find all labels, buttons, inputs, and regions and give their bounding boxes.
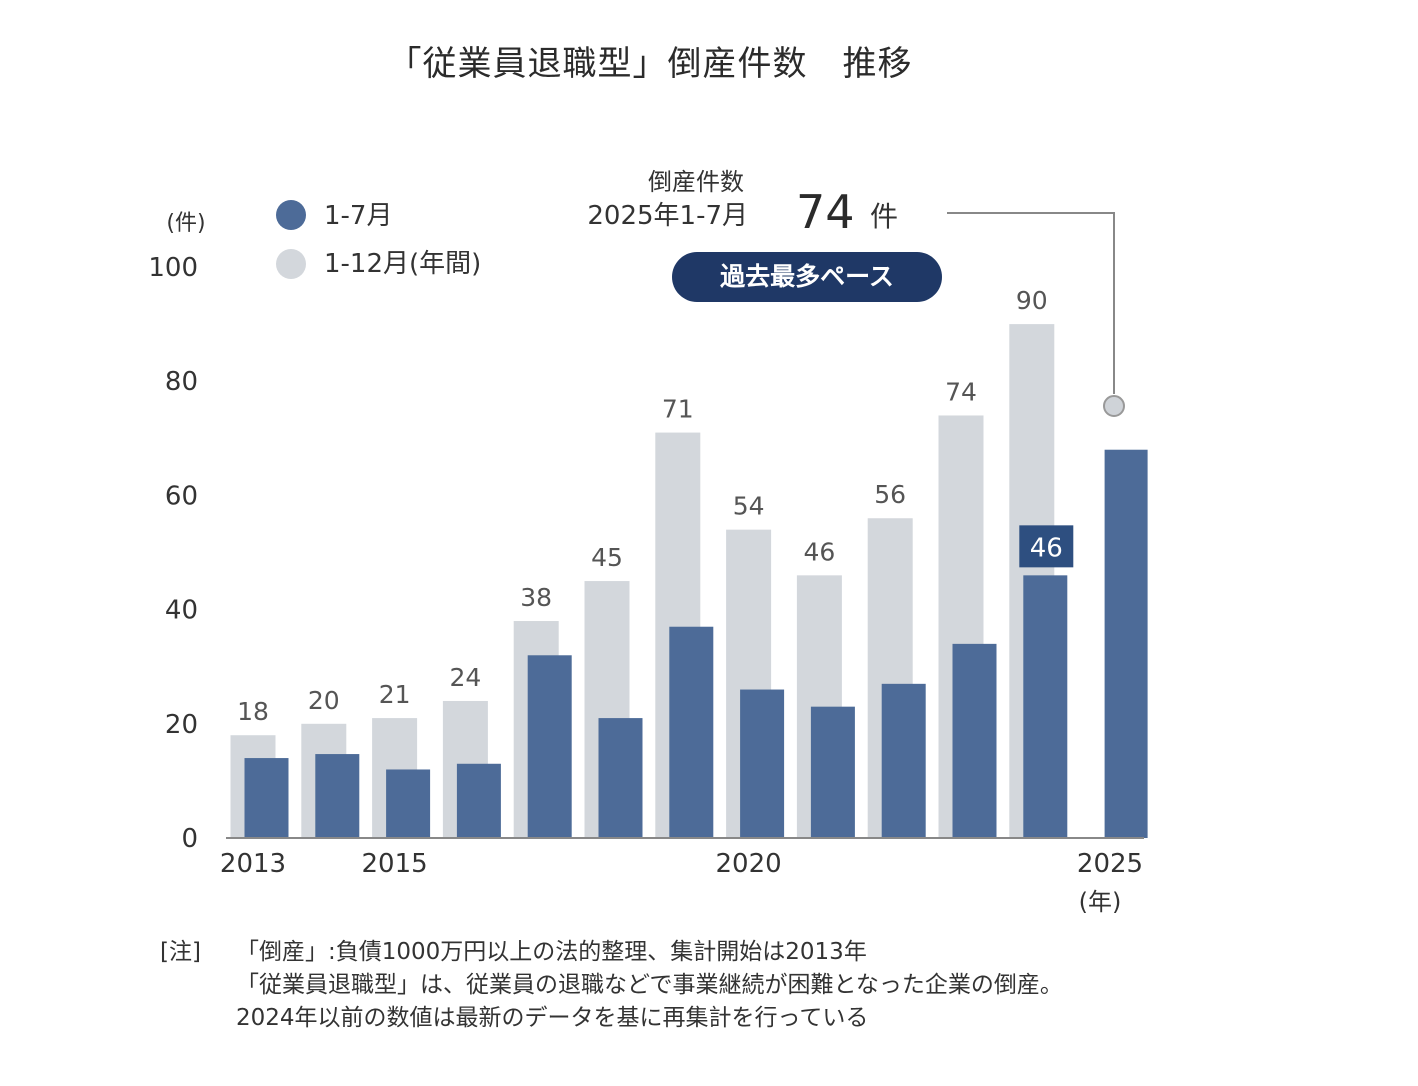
bar-annual-label: 20 xyxy=(308,686,340,715)
x-tick-label: 2013 xyxy=(220,849,286,879)
chart-svg: (件) 0 20 40 60 80 100 18 20 21 24 38 45 71 54 46 56 74 90… xyxy=(148,168,1148,916)
bar-annual-label: 46 xyxy=(803,537,835,566)
bar-ytd xyxy=(244,758,289,838)
bar-ytd xyxy=(527,655,572,838)
callout-leader-line xyxy=(947,212,1115,394)
x-tick-label: 2020 xyxy=(716,849,782,879)
callout-value: 74 xyxy=(796,185,855,239)
y-axis: (件) 0 20 40 60 80 100 xyxy=(148,211,205,854)
x-tick-label: 2025 xyxy=(1077,849,1143,879)
chart-title: 「従業員退職型」倒産件数 推移 xyxy=(387,44,913,84)
bar-ytd xyxy=(952,643,997,838)
note-line-3: 2024年以前の数値は最新のデータを基に再集計を行っている xyxy=(236,1005,869,1031)
bar-ytd xyxy=(1023,575,1068,838)
bar-annual-label: 90 xyxy=(1016,286,1048,315)
y-tick-label: 20 xyxy=(165,710,198,740)
callout-marker xyxy=(1103,395,1125,417)
bar-annual-label: 71 xyxy=(662,395,694,424)
bar-ytd xyxy=(810,706,855,838)
bar-ytd xyxy=(669,626,714,838)
note-text-1: 「倒産」:負債1000万円以上の法的整理、集計開始は2013年 xyxy=(236,939,867,965)
bar-ytd xyxy=(315,754,360,838)
badge-text: 過去最多ペース xyxy=(720,262,894,291)
y-tick-label: 40 xyxy=(165,596,198,626)
bar-ytd-label-bg xyxy=(1019,525,1074,568)
note-line-1: [注] 「倒産」:負債1000万円以上の法的整理、集計開始は2013年 xyxy=(160,936,1063,969)
bar-annual-label: 74 xyxy=(945,377,977,406)
y-tick-label: 80 xyxy=(165,367,198,397)
legend-ytd-marker xyxy=(276,200,306,230)
bar-ytd xyxy=(1104,449,1148,838)
bar-annual-label: 45 xyxy=(591,543,623,572)
notes: [注] 「倒産」:負債1000万円以上の法的整理、集計開始は2013年 「従業員退… xyxy=(160,936,1063,1035)
x-unit-label: (年) xyxy=(1079,888,1122,916)
legend-annual-label: 1-12月(年間) xyxy=(324,249,481,279)
callout: 倒産件数 2025年1-7月 74 件 過去最多ペース xyxy=(587,168,1125,417)
bar-ytd-label: 46 xyxy=(1030,533,1063,563)
bar-annual-label: 54 xyxy=(733,492,765,521)
legend-annual-marker xyxy=(276,249,306,279)
legend: 1-7月 1-12月(年間) xyxy=(276,200,481,279)
bar-ytd xyxy=(740,689,785,838)
bar-annual-label: 21 xyxy=(379,680,411,709)
x-axis: 2013 2015 2020 2025 (年) xyxy=(220,837,1144,916)
bar-ytd xyxy=(456,763,501,838)
x-tick-label: 2015 xyxy=(362,849,428,879)
note-prefix: [注] xyxy=(160,939,201,965)
bar-ytd xyxy=(881,683,926,838)
ytd-bars xyxy=(244,449,1148,838)
callout-line1: 倒産件数 xyxy=(648,168,744,196)
bar-ytd xyxy=(386,769,431,838)
y-unit-label: (件) xyxy=(166,211,205,236)
bar-annual-label: 38 xyxy=(520,583,552,612)
badge-background xyxy=(672,252,942,302)
bar-annual-label: 18 xyxy=(237,697,269,726)
bar-annual-label: 56 xyxy=(874,480,906,509)
data-labels: 18 20 21 24 38 45 71 54 46 56 74 90 46 xyxy=(237,286,1074,726)
bar-annual-label: 24 xyxy=(449,663,481,692)
callout-unit: 件 xyxy=(870,200,898,233)
y-tick-label: 100 xyxy=(148,253,198,283)
callout-line2: 2025年1-7月 xyxy=(587,201,748,231)
y-tick-label: 0 xyxy=(181,824,198,854)
y-tick-label: 60 xyxy=(165,481,198,511)
note-line-2: 「従業員退職型」は、従業員の退職などで事業継続が困難となった企業の倒産。 xyxy=(236,972,1063,998)
bar-ytd xyxy=(598,718,643,838)
legend-ytd-label: 1-7月 xyxy=(324,201,392,231)
